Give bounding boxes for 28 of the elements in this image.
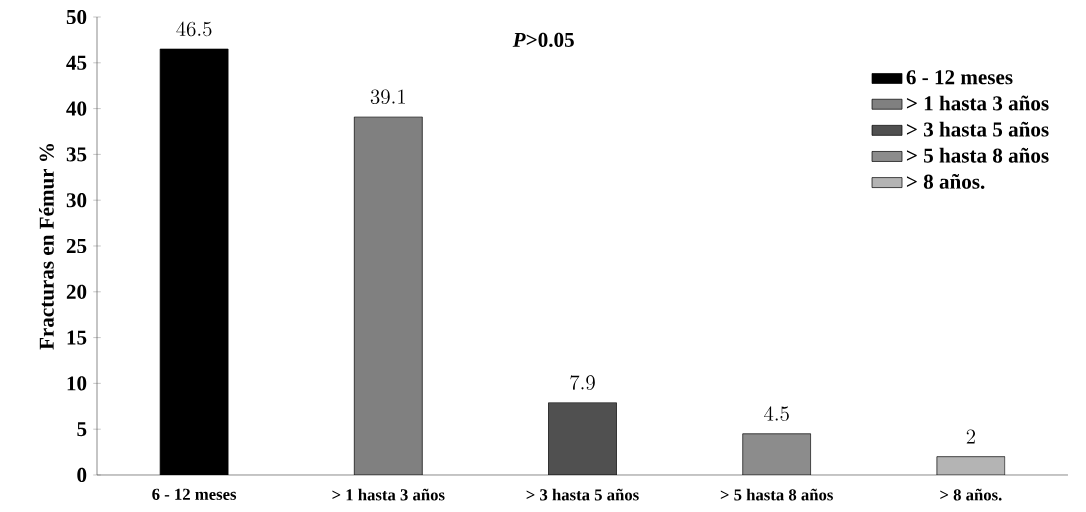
data-label: 39. 1 xyxy=(370,89,405,105)
y-tick-label: 15 xyxy=(67,330,87,345)
data-label: 2 xyxy=(966,429,976,444)
y-tick-label: 45 xyxy=(66,55,87,70)
legend-label: > 5 hasta 8 años xyxy=(906,147,1049,163)
y-tick-label: 10 xyxy=(67,376,87,391)
y-tick-label: 25 xyxy=(66,238,87,254)
x-tick-label: > 1 hasta 3 años xyxy=(332,488,445,501)
data-label: 4.5 xyxy=(764,406,789,421)
y-tick-label: 5 xyxy=(77,422,87,437)
x-tick-label: > 8 años. xyxy=(940,488,1002,501)
legend-label: > 1 hasta 3 años xyxy=(906,95,1049,111)
y-tick-label: 20 xyxy=(66,284,87,299)
y-tick-label: 30 xyxy=(66,193,87,208)
x-tick-label: > 3 hasta 5 años xyxy=(526,488,639,501)
data-label: 7.9 xyxy=(570,375,595,390)
legend-label: > 3 hasta 5 años xyxy=(906,121,1049,137)
annotation: P>0.05 xyxy=(512,32,574,48)
x-tick-label: 6 - 12 meses xyxy=(152,488,237,500)
y-tick-label: 35 xyxy=(66,147,87,162)
data-label: 46.5 xyxy=(176,21,212,37)
legend-label: 6 - 12 meses xyxy=(906,70,1013,85)
legend-label: > 8 años. xyxy=(906,173,985,189)
y-tick-label: 40 xyxy=(66,101,87,116)
y-tick-label: 0 xyxy=(77,467,87,483)
x-tick-label: > 5 hasta 8 años xyxy=(720,488,833,501)
y-axis-title: Fracturas en Fémur % xyxy=(38,144,54,350)
y-tick-label: 50 xyxy=(66,9,87,25)
